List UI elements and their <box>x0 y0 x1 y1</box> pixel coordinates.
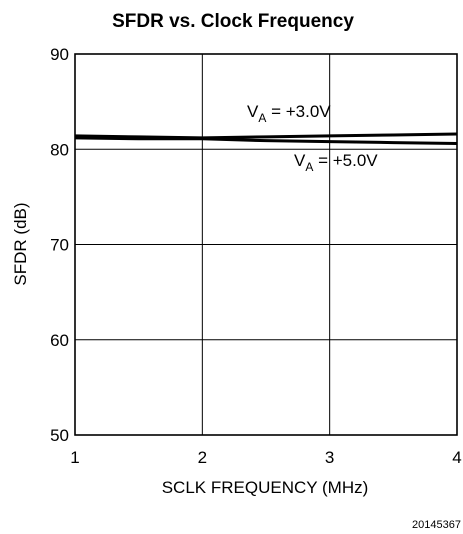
plot-frame <box>74 53 458 436</box>
figure-id: 20145367 <box>412 519 461 531</box>
y-tick-label: 80 <box>50 140 69 159</box>
series-label-va-5v: VA = +5.0V <box>294 151 378 174</box>
chart-title: SFDR vs. Clock Frequency <box>112 11 354 32</box>
y-tick-label: 70 <box>50 236 69 255</box>
y-tick-label: 60 <box>50 331 69 350</box>
x-tick-labels: 1 2 3 4 <box>70 448 461 467</box>
x-tick-label: 1 <box>70 448 79 467</box>
series-lines <box>74 132 458 146</box>
x-tick-label: 3 <box>325 448 334 467</box>
x-axis-label: SCLK FREQUENCY (MHz) <box>162 478 369 497</box>
y-tick-label: 50 <box>50 426 69 445</box>
y-tick-labels: 50 60 70 80 90 <box>50 45 69 445</box>
series-line-va-3v <box>74 132 458 140</box>
x-tick-label: 4 <box>452 448 461 467</box>
y-axis-label: SFDR (dB) <box>11 202 30 285</box>
series-line-va-5v <box>74 136 458 146</box>
y-tick-label: 90 <box>50 45 69 64</box>
series-label-va-3v: VA = +3.0V <box>247 102 331 125</box>
x-tick-label: 2 <box>198 448 207 467</box>
